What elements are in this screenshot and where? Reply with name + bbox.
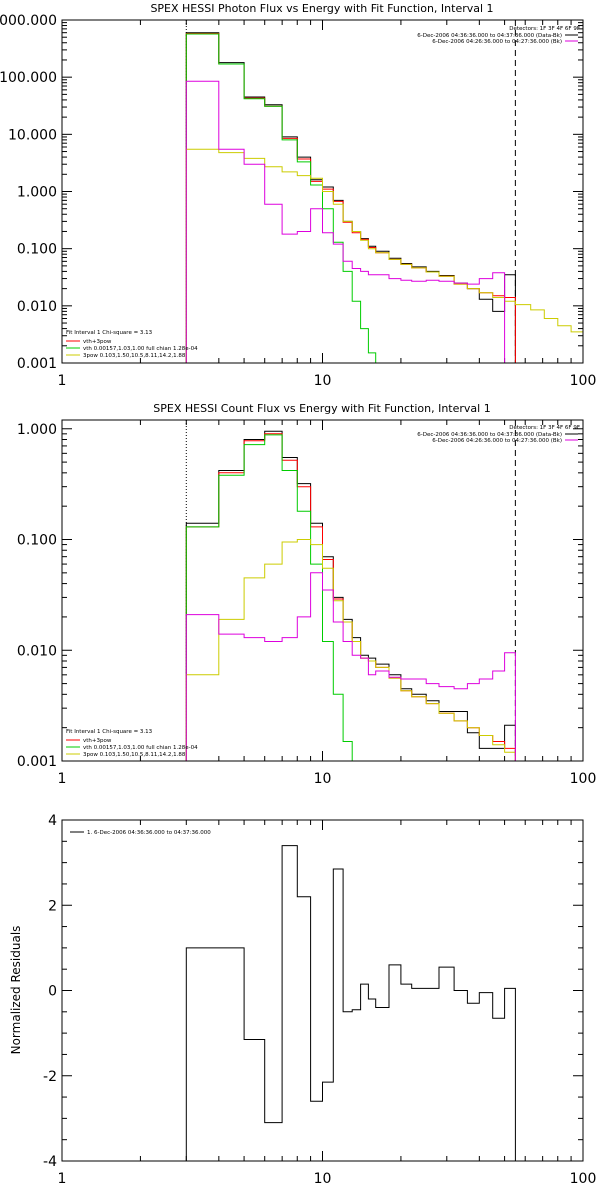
x-tick-labels: 1 10 100 xyxy=(58,373,597,389)
legend-fit: Fit Interval 1 Chi-square = 3.13 vth+3po… xyxy=(66,729,198,758)
legend-entry: 6-Dec-2006 04:36:36.000 to 04:37:36.000 … xyxy=(417,33,562,39)
legend-fit: Fit Interval 1 Chi-square = 3.13 vth+3po… xyxy=(66,330,198,359)
axis-ticks xyxy=(61,420,584,762)
y-tick-label: 0.001 xyxy=(17,356,57,372)
y-tick-label: 0.010 xyxy=(17,299,57,315)
y-axis-label: Normalized Residuals xyxy=(9,926,23,1055)
legend-entry: vth+3pow xyxy=(83,738,112,744)
series-vth xyxy=(185,33,377,363)
detectors-label: Detectors: 1F 3F 4F 6F 9F xyxy=(509,26,580,32)
legend-entry: vth+3pow xyxy=(83,339,112,345)
y-tick-label: 2 xyxy=(48,898,57,914)
marker-lines xyxy=(185,420,516,761)
panel-title: SPEX HESSI Photon Flux vs Energy with Fi… xyxy=(150,2,493,15)
x-tick-label: 10 xyxy=(314,373,332,389)
x-tick-labels: 1 10 100 xyxy=(58,1171,597,1187)
plot-frame xyxy=(61,19,584,364)
series-fit xyxy=(185,433,516,761)
detectors-label: Detectors: 1F 3F 4F 6F 9F xyxy=(509,425,580,431)
x-tick-label: 1 xyxy=(58,771,67,787)
legend-top: Detectors: 1F 3F 4F 6F 9F 6-Dec-2006 04:… xyxy=(417,26,580,45)
x-tick-label: 10 xyxy=(314,1171,332,1187)
y-tick-label: 0.100 xyxy=(17,242,57,258)
series-bk xyxy=(185,80,506,363)
marker-lines xyxy=(185,20,516,363)
legend-top: Detectors: 1F 3F 4F 6F 9F 6-Dec-2006 04:… xyxy=(417,425,580,444)
series-pow xyxy=(185,539,532,761)
legend-entry: vth 0.00157,1.03,1.00 full chian 1.28e-0… xyxy=(83,346,198,352)
y-tick-labels: 0.001 0.010 0.100 1.000 10.000 100.000 1000.00… xyxy=(0,13,57,372)
x-tick-label: 100 xyxy=(570,1171,597,1187)
y-tick-label: 0.100 xyxy=(17,533,57,549)
y-tick-labels: -4 -2 0 2 4 xyxy=(43,813,57,1170)
x-tick-label: 100 xyxy=(570,771,597,787)
series-group xyxy=(185,430,532,761)
legend-top: 1. 6-Dec-2006 04:36:36.000 to 04:37:36.0… xyxy=(70,830,211,836)
series-group xyxy=(185,845,516,1161)
y-tick-label: 1.000 xyxy=(17,185,57,201)
y-tick-label: -2 xyxy=(43,1069,57,1085)
x-tick-label: 1 xyxy=(58,1171,67,1187)
legend-entry: 6-Dec-2006 04:26:36.000 to 04:27:36.000 … xyxy=(432,438,562,444)
y-tick-label: 4 xyxy=(48,813,57,829)
series-vth xyxy=(185,434,353,761)
series-pow xyxy=(185,148,583,363)
series-data xyxy=(185,32,516,363)
y-tick-label: 10.000 xyxy=(8,127,57,143)
legend-entry: 6-Dec-2006 04:36:36.000 to 04:37:36.000 … xyxy=(417,432,562,438)
count-flux-panel: SPEX HESSI Count Flux vs Energy with Fit… xyxy=(17,402,596,787)
y-tick-label: 100.000 xyxy=(0,70,57,86)
legend-entry: 1. 6-Dec-2006 04:36:36.000 to 04:37:36.0… xyxy=(87,830,211,836)
series-data xyxy=(185,430,516,761)
y-tick-label: 0 xyxy=(48,984,57,1000)
series-bk xyxy=(185,572,516,761)
legend-entry: 3pow 0.103,1.50,10.5,8.11,14.2,1.88 xyxy=(83,752,186,758)
x-tick-label: 100 xyxy=(570,373,597,389)
fit-info: Fit Interval 1 Chi-square = 3.13 xyxy=(66,729,153,735)
legend-entry: vth 0.00157,1.03,1.00 full chian 1.28e-0… xyxy=(83,745,198,751)
plot-frame xyxy=(61,819,584,1162)
x-tick-label: 10 xyxy=(314,771,332,787)
x-tick-label: 1 xyxy=(58,373,67,389)
residuals-panel: -4 -2 0 2 4 1 10 100 Normalized Residuals 1. 6… xyxy=(9,813,596,1187)
series-group xyxy=(185,32,583,363)
y-tick-label: 0.001 xyxy=(17,754,57,770)
y-tick-label: -4 xyxy=(43,1154,57,1170)
y-tick-label: 0.010 xyxy=(17,643,57,659)
plot-frame xyxy=(61,419,584,762)
series-resid xyxy=(185,845,516,1161)
photon-flux-panel: SPEX HESSI Photon Flux vs Energy with Fi… xyxy=(0,2,596,389)
y-tick-labels: 0.001 0.010 0.100 1.000 xyxy=(17,422,57,770)
y-tick-label: 1000.000 xyxy=(0,13,57,29)
series-fit xyxy=(185,33,516,363)
x-tick-labels: 1 10 100 xyxy=(58,771,597,787)
legend-entry: 3pow 0.103,1.50,10.5,8.11,14.2,1.88 xyxy=(83,353,186,359)
legend-entry: 6-Dec-2006 04:26:36.000 to 04:27:36.000 … xyxy=(432,39,562,45)
fit-info: Fit Interval 1 Chi-square = 3.13 xyxy=(66,330,153,336)
panel-title: SPEX HESSI Count Flux vs Energy with Fit… xyxy=(153,402,490,415)
y-tick-label: 1.000 xyxy=(17,422,57,438)
